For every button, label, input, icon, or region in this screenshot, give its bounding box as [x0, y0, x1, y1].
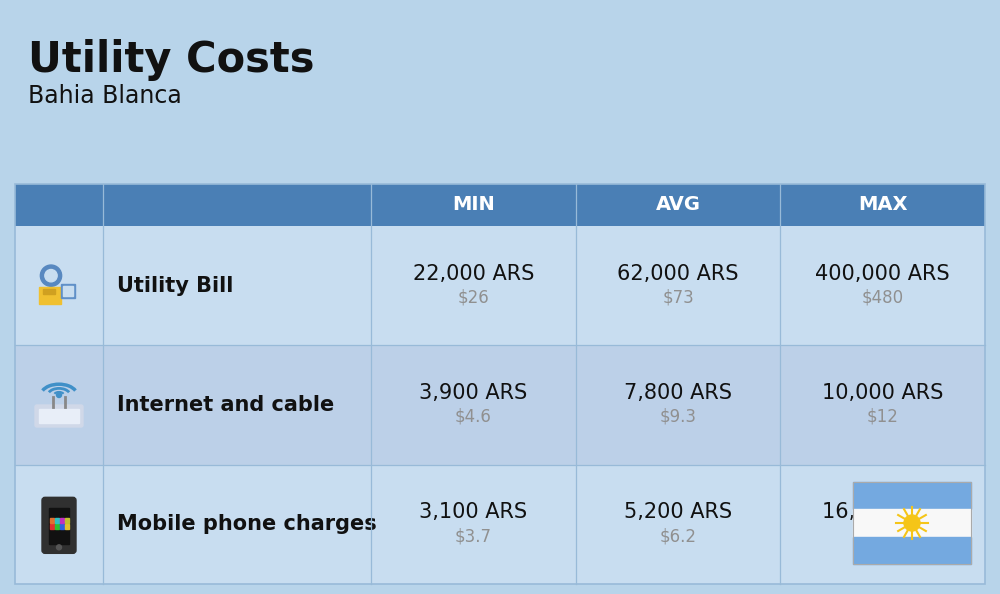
Bar: [49, 289, 55, 293]
Bar: [43, 289, 49, 293]
Text: MAX: MAX: [858, 195, 907, 214]
Circle shape: [56, 545, 62, 550]
Text: AVG: AVG: [656, 195, 700, 214]
Bar: [371, 184, 576, 226]
Bar: [853, 536, 971, 564]
Bar: [15, 345, 103, 465]
Bar: [65, 525, 69, 529]
Circle shape: [904, 515, 920, 531]
Text: Internet and cable: Internet and cable: [117, 395, 334, 415]
Text: $9.3: $9.3: [660, 408, 696, 426]
Text: $12: $12: [867, 408, 899, 426]
Bar: [853, 482, 971, 564]
Bar: [15, 465, 103, 584]
Text: Bahia Blanca: Bahia Blanca: [28, 84, 182, 108]
Bar: [103, 184, 371, 226]
Text: $19: $19: [867, 527, 899, 545]
Text: $480: $480: [862, 289, 904, 307]
Bar: [60, 525, 64, 529]
Bar: [853, 509, 971, 536]
Bar: [50, 519, 54, 523]
FancyBboxPatch shape: [35, 405, 83, 427]
Bar: [371, 465, 576, 584]
Bar: [55, 525, 59, 529]
Bar: [780, 226, 985, 345]
Bar: [780, 465, 985, 584]
Bar: [576, 226, 780, 345]
Bar: [55, 519, 59, 523]
Bar: [39, 287, 61, 304]
Text: $3.7: $3.7: [455, 527, 492, 545]
Circle shape: [56, 393, 62, 397]
Circle shape: [40, 265, 62, 286]
Bar: [63, 286, 73, 296]
FancyBboxPatch shape: [42, 497, 76, 554]
Bar: [576, 345, 780, 465]
Bar: [853, 482, 971, 509]
Bar: [780, 184, 985, 226]
Text: 3,100 ARS: 3,100 ARS: [419, 503, 527, 522]
Text: 10,000 ARS: 10,000 ARS: [822, 383, 943, 403]
Bar: [103, 465, 371, 584]
Bar: [61, 284, 75, 298]
Bar: [576, 465, 780, 584]
Bar: [103, 345, 371, 465]
Bar: [39, 409, 79, 423]
Circle shape: [45, 270, 57, 282]
Text: Utility Bill: Utility Bill: [117, 276, 233, 296]
Text: Mobile phone charges: Mobile phone charges: [117, 514, 377, 535]
Bar: [576, 184, 780, 226]
Bar: [65, 519, 69, 523]
Text: $6.2: $6.2: [660, 527, 696, 545]
Bar: [15, 184, 985, 584]
Text: 400,000 ARS: 400,000 ARS: [815, 264, 950, 284]
Text: 22,000 ARS: 22,000 ARS: [413, 264, 534, 284]
Text: MIN: MIN: [452, 195, 495, 214]
Text: 16,000 ARS: 16,000 ARS: [822, 503, 943, 522]
Bar: [60, 519, 64, 523]
Text: $26: $26: [457, 289, 489, 307]
Text: $4.6: $4.6: [455, 408, 492, 426]
Text: 3,900 ARS: 3,900 ARS: [419, 383, 527, 403]
Text: $73: $73: [662, 289, 694, 307]
Text: 7,800 ARS: 7,800 ARS: [624, 383, 732, 403]
Text: 62,000 ARS: 62,000 ARS: [617, 264, 739, 284]
Bar: [371, 345, 576, 465]
Text: Utility Costs: Utility Costs: [28, 39, 314, 81]
Bar: [103, 226, 371, 345]
Text: 5,200 ARS: 5,200 ARS: [624, 503, 732, 522]
Bar: [49, 508, 69, 544]
Bar: [15, 184, 103, 226]
Bar: [780, 345, 985, 465]
Bar: [50, 525, 54, 529]
Bar: [15, 226, 103, 345]
Bar: [371, 226, 576, 345]
